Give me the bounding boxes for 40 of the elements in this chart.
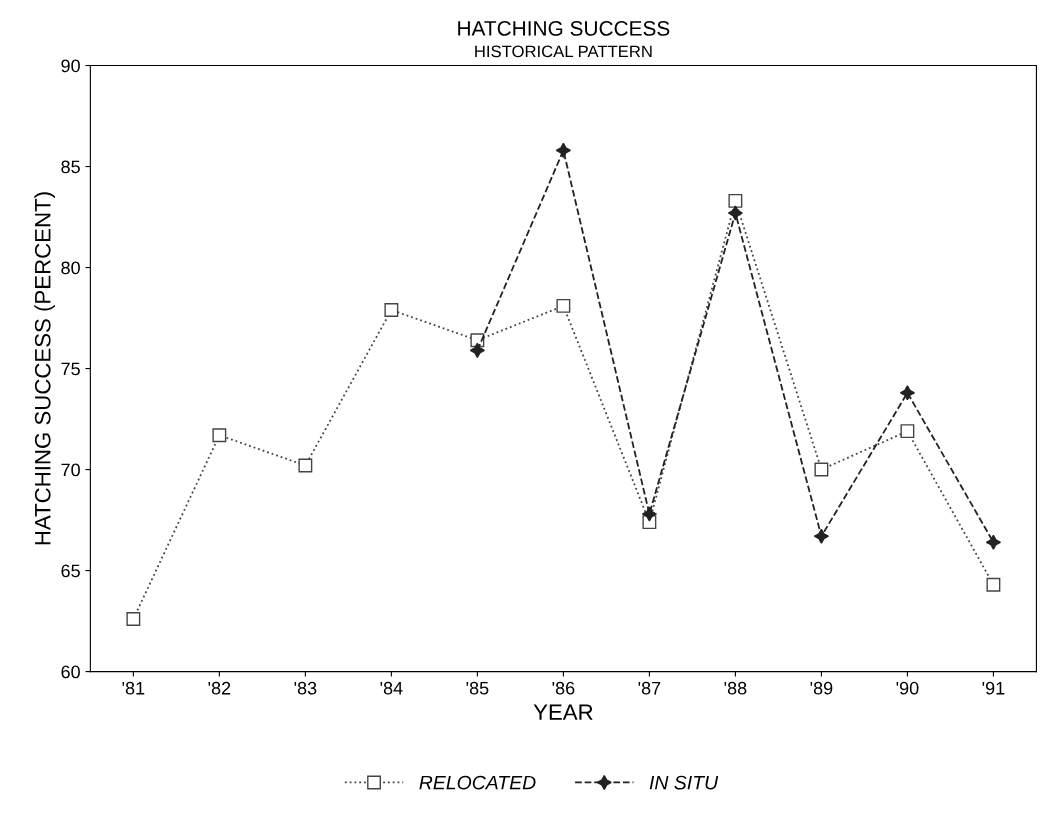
x-tick-label: '90 (896, 681, 919, 695)
point (126, 612, 141, 626)
chart-title: HATCHING SUCCESS (458, 21, 670, 36)
point (212, 428, 227, 443)
x-axis-title: YEAR (533, 704, 593, 720)
x-tick-label: '86 (552, 681, 575, 695)
point (813, 528, 830, 544)
legend-label: IN SITU (649, 775, 719, 790)
legend-label: RELOCATED (419, 775, 536, 790)
point (985, 534, 1002, 550)
x-tick-label: '83 (294, 681, 317, 695)
y-tick-label: 70 (61, 463, 80, 477)
point (899, 385, 916, 401)
x-tick-label: '84 (380, 681, 403, 695)
point (728, 193, 743, 208)
y-tick-label: 60 (61, 665, 80, 679)
point (298, 458, 313, 473)
y-tick-label: 65 (61, 564, 80, 578)
x-tick-label: '87 (638, 681, 661, 695)
y-tick-label: 80 (61, 261, 80, 275)
x-tick-label: '89 (810, 681, 833, 695)
point (556, 298, 571, 313)
point (986, 577, 1001, 592)
x-tick-label: '82 (208, 681, 231, 695)
point (555, 142, 572, 159)
chart-subtitle: HISTORICAL PATTERN (475, 45, 652, 58)
point (384, 303, 399, 317)
x-tick-label: '85 (466, 681, 489, 695)
point (727, 205, 744, 221)
y-axis-title: HATCHING SUCCESS (PERCENT) (34, 192, 55, 545)
point (814, 462, 829, 477)
y-tick-label: 75 (61, 362, 80, 376)
x-tick-label: '91 (982, 681, 1005, 695)
point (900, 424, 915, 439)
y-tick-label: 85 (61, 160, 80, 174)
x-tick-label: '81 (122, 681, 145, 695)
point (469, 342, 486, 359)
x-tick-label: '88 (724, 681, 747, 695)
point (641, 506, 658, 522)
y-tick-label: 90 (61, 59, 80, 73)
